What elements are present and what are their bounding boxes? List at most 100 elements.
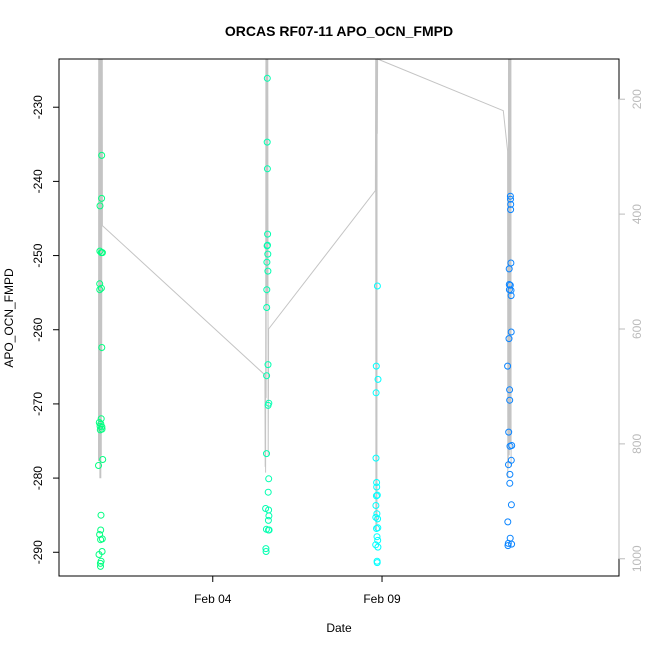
- data-point-rf11: [505, 428, 513, 436]
- x-tick-label: Feb 04: [194, 592, 232, 606]
- data-point-rf11: [505, 335, 513, 343]
- data-point-rf07: [97, 415, 105, 423]
- data-point-rf07: [98, 249, 106, 257]
- data-point-rf11: [506, 386, 514, 394]
- y-tick-label: -260: [31, 317, 45, 341]
- data-point-rf07: [99, 456, 107, 463]
- pressure-trace: [98, 58, 512, 531]
- data-point-rf08: [263, 74, 271, 82]
- data-points: [95, 74, 516, 570]
- data-point-rf08: [263, 304, 271, 311]
- data-point-rf11: [504, 362, 512, 370]
- data-point-rf09: [374, 375, 382, 383]
- chart-title: ORCAS RF07-11 APO_OCN_FMPD: [225, 23, 453, 39]
- right-tick-label: 800: [630, 434, 644, 454]
- x-tick-label: Feb 09: [363, 592, 401, 606]
- data-point-rf08: [265, 512, 273, 520]
- right-pressure-axis: 200 400 600 800 1000: [618, 89, 644, 572]
- data-point-rf08: [263, 138, 271, 146]
- data-point-rf11: [506, 396, 514, 404]
- y-axis-label: APO_OCN_FMPD: [2, 268, 16, 368]
- data-point-rf09: [372, 362, 380, 370]
- data-point-rf07: [97, 420, 105, 428]
- data-point-rf11: [507, 200, 515, 208]
- data-point-rf11: [506, 470, 514, 478]
- y-tick-label: -280: [31, 466, 45, 490]
- data-point-rf09: [373, 491, 381, 499]
- pressure-line: [98, 58, 512, 531]
- data-point-rf08: [262, 545, 270, 553]
- data-point-rf08: [263, 286, 271, 294]
- data-point-rf11: [506, 281, 514, 289]
- data-point-rf11: [507, 328, 515, 336]
- data-point-rf11: [508, 442, 516, 449]
- data-point-rf11: [507, 259, 515, 267]
- data-point-rf09: [372, 492, 380, 500]
- data-point-rf09: [373, 533, 381, 541]
- data-point-rf08: [265, 526, 273, 534]
- data-point-rf11: [508, 540, 516, 548]
- data-point-rf09: [374, 515, 382, 523]
- data-point-rf07: [95, 462, 102, 469]
- data-point-rf11: [507, 286, 515, 294]
- data-point-rf07: [98, 194, 106, 202]
- data-point-rf09: [372, 513, 380, 521]
- y-tick-label: -230: [31, 95, 45, 119]
- data-point-rf07: [98, 548, 106, 555]
- data-point-rf08: [264, 267, 272, 275]
- data-point-rf09: [373, 483, 381, 491]
- data-point-rf11: [506, 479, 514, 487]
- data-point-rf07: [98, 151, 106, 159]
- data-point-rf11: [504, 518, 512, 526]
- data-point-rf11: [507, 206, 515, 214]
- right-tick-label: 1000: [630, 545, 644, 572]
- data-point-rf07: [97, 511, 105, 519]
- y-tick-label: -250: [31, 243, 45, 267]
- data-point-rf11: [507, 195, 514, 203]
- data-point-rf09: [372, 454, 380, 462]
- data-point-rf08: [263, 450, 270, 458]
- data-point-rf07: [98, 423, 106, 431]
- data-point-rf09: [374, 524, 382, 532]
- data-point-rf07: [98, 425, 106, 433]
- data-point-rf11: [506, 192, 514, 200]
- right-tick-label: 400: [630, 204, 644, 224]
- data-point-rf07: [97, 284, 105, 292]
- data-point-rf08: [264, 241, 271, 249]
- data-point-rf08: [262, 548, 270, 555]
- right-tick-label: 200: [630, 89, 644, 109]
- data-point-rf07: [96, 286, 104, 294]
- y-tick-label: -240: [31, 169, 45, 193]
- data-point-rf08: [264, 250, 272, 258]
- right-tick-label: 600: [630, 319, 644, 339]
- y-tick-label: -270: [31, 392, 45, 416]
- data-point-rf07: [97, 557, 105, 565]
- data-point-rf09: [373, 559, 381, 567]
- data-point-rf09: [372, 389, 380, 397]
- data-point-rf09: [372, 502, 380, 509]
- y-tick-label: -290: [31, 540, 45, 564]
- x-axis-label: Date: [326, 621, 352, 635]
- data-point-rf07: [97, 562, 104, 570]
- data-point-rf08: [263, 165, 271, 173]
- data-point-rf09: [373, 479, 381, 486]
- data-point-rf11: [507, 501, 515, 509]
- data-point-rf11: [507, 456, 515, 464]
- data-point-rf08: [264, 488, 272, 496]
- data-point-rf08: [264, 230, 272, 238]
- data-point-rf08: [264, 361, 272, 369]
- data-point-rf09: [373, 282, 381, 290]
- data-point-rf09: [373, 510, 381, 518]
- data-point-rf07: [98, 535, 106, 543]
- data-point-rf08: [263, 258, 271, 266]
- data-point-rf07: [98, 344, 106, 351]
- data-point-rf08: [263, 372, 271, 380]
- data-point-rf08: [265, 475, 273, 483]
- data-point-rf11: [506, 534, 514, 542]
- data-point-rf11: [507, 292, 515, 300]
- data-point-rf09: [374, 543, 382, 551]
- x-axis: Feb 04 Feb 09: [194, 576, 401, 606]
- data-point-rf09: [374, 536, 382, 544]
- y-axis: -290 -280 -270 -260 -250 -240 -230: [31, 95, 59, 564]
